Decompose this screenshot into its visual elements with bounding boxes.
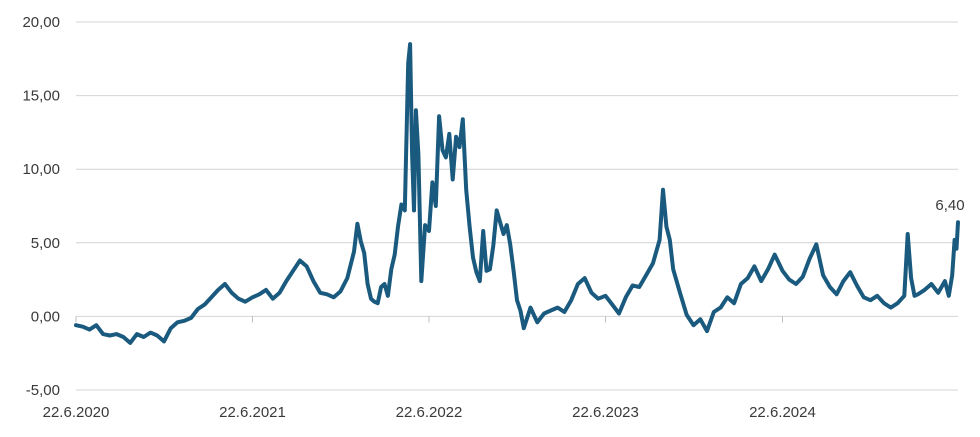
x-tick-label: 22.6.2023 bbox=[572, 404, 639, 421]
x-tick-labels: 22.6.2020 22.6.2021 22.6.2022 22.6.2023 22.6… bbox=[43, 404, 816, 421]
y-tick-label: 10,00 bbox=[22, 161, 60, 178]
x-tick-label: 22.6.2024 bbox=[749, 404, 816, 421]
x-tick-label: 22.6.2020 bbox=[43, 404, 110, 421]
x-tick-label: 22.6.2021 bbox=[219, 404, 286, 421]
x-tick-marks bbox=[75, 316, 783, 323]
y-tick-label: 20,00 bbox=[22, 14, 60, 31]
y-tick-label: 15,00 bbox=[22, 88, 60, 105]
y-tick-label: 5,00 bbox=[31, 235, 60, 252]
y-tick-label: 0,00 bbox=[31, 308, 60, 325]
x-tick-label: 22.6.2022 bbox=[396, 404, 463, 421]
y-tick-label: -5,00 bbox=[26, 382, 60, 399]
end-value-label: 6,40 bbox=[935, 197, 964, 214]
y-tick-labels: -5,00 0,00 5,00 10,00 15,00 20,00 bbox=[22, 14, 60, 399]
series-line bbox=[74, 42, 960, 345]
gridlines bbox=[76, 21, 958, 391]
